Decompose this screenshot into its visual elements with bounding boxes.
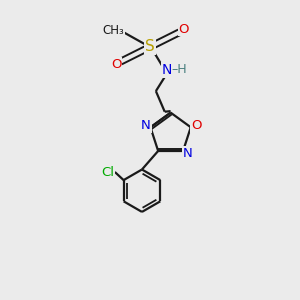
Text: CH₃: CH₃: [102, 24, 124, 37]
Text: N: N: [162, 63, 172, 77]
Text: S: S: [145, 39, 155, 54]
Text: N: N: [141, 119, 151, 132]
Text: Cl: Cl: [102, 166, 115, 178]
Text: N: N: [183, 147, 192, 160]
Text: O: O: [111, 58, 122, 71]
Text: –H: –H: [171, 63, 187, 76]
Text: O: O: [178, 23, 189, 36]
Text: O: O: [191, 119, 201, 132]
